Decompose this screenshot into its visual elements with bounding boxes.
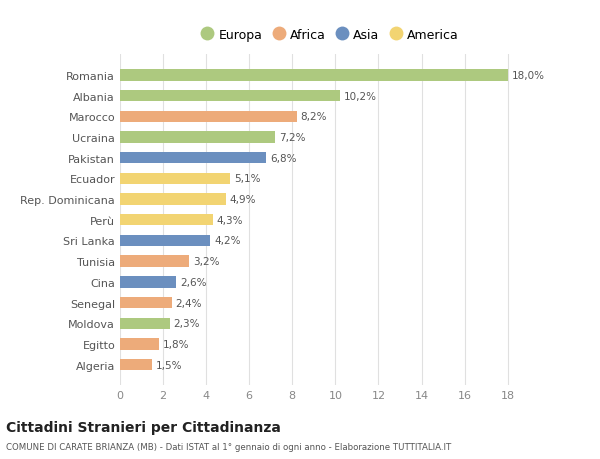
Text: 3,2%: 3,2% [193, 257, 220, 267]
Text: 8,2%: 8,2% [301, 112, 327, 122]
Text: 2,3%: 2,3% [173, 319, 200, 329]
Bar [120, 297, 172, 308]
Bar [120, 339, 159, 350]
Text: 6,8%: 6,8% [271, 153, 297, 163]
Text: Cittadini Stranieri per Cittadinanza: Cittadini Stranieri per Cittadinanza [6, 420, 281, 434]
Bar [120, 153, 266, 164]
Text: 1,5%: 1,5% [156, 360, 182, 370]
Bar [120, 256, 189, 267]
Bar [120, 359, 152, 370]
Text: 4,3%: 4,3% [217, 215, 243, 225]
Bar [120, 91, 340, 102]
Text: 2,4%: 2,4% [176, 298, 202, 308]
Bar [120, 318, 170, 329]
Bar [120, 132, 275, 143]
Text: 5,1%: 5,1% [234, 174, 260, 184]
Bar [120, 235, 211, 246]
Bar [120, 174, 230, 185]
Bar [120, 112, 296, 123]
Text: 4,9%: 4,9% [229, 195, 256, 205]
Text: 1,8%: 1,8% [163, 339, 189, 349]
Bar [120, 194, 226, 205]
Text: 10,2%: 10,2% [344, 91, 377, 101]
Bar [120, 277, 176, 288]
Text: 7,2%: 7,2% [279, 133, 305, 143]
Bar [120, 70, 508, 81]
Text: 2,6%: 2,6% [180, 277, 206, 287]
Text: 4,2%: 4,2% [214, 236, 241, 246]
Legend: Europa, Africa, Asia, America: Europa, Africa, Asia, America [197, 25, 463, 45]
Text: COMUNE DI CARATE BRIANZA (MB) - Dati ISTAT al 1° gennaio di ogni anno - Elaboraz: COMUNE DI CARATE BRIANZA (MB) - Dati IST… [6, 442, 451, 451]
Bar [120, 215, 212, 226]
Text: 18,0%: 18,0% [512, 71, 545, 81]
